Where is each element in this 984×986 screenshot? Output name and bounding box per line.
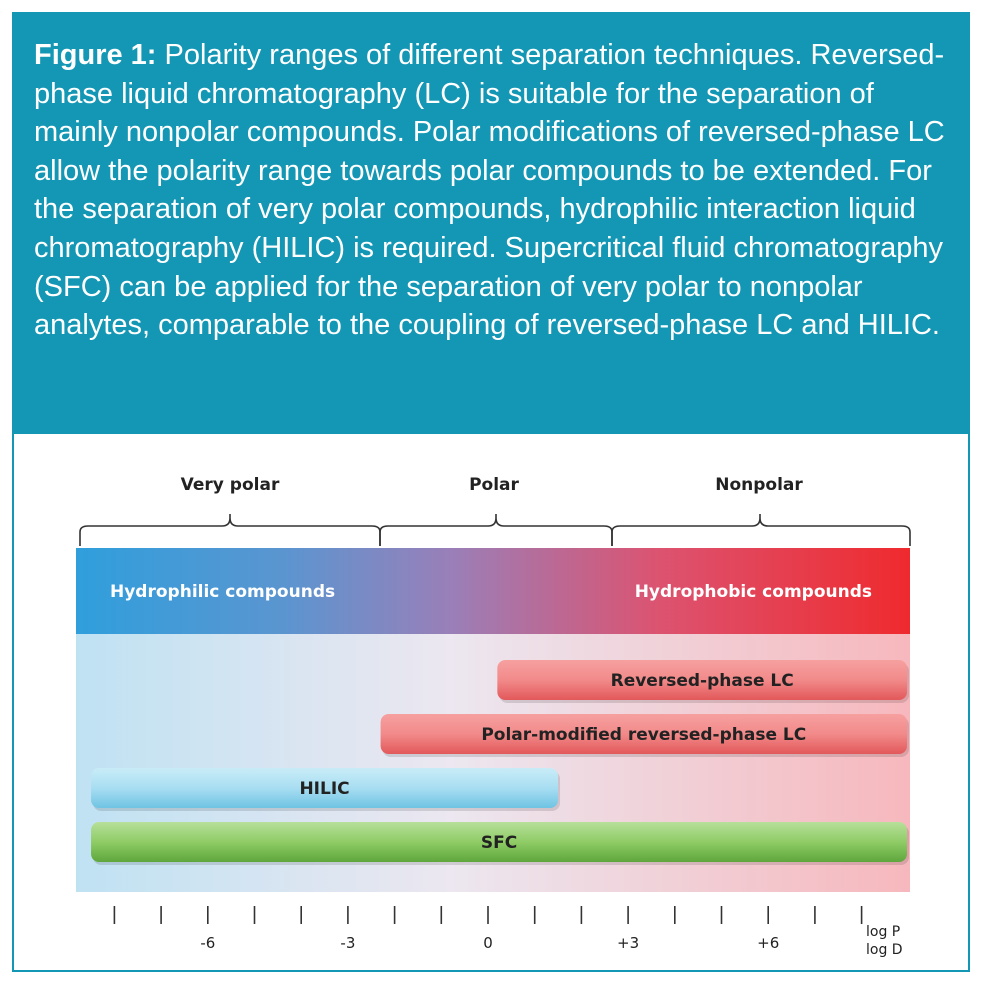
group-label-very-polar: Very polar [181,475,280,495]
technique-bar [497,660,907,700]
hydrophobic-label: Hydrophobic compounds [635,582,872,602]
axis-unit-log-p: log P [866,924,900,940]
axis-tick-label: -3 [340,934,355,952]
brace-polar [379,514,613,546]
figure-caption: Figure 1: Polarity ranges of different s… [14,14,968,434]
brace-very-polar [79,514,381,546]
axis-tick-label: -6 [200,934,215,952]
hydrophilic-label: Hydrophilic compounds [110,582,335,602]
axis-tick-label: 0 [483,934,493,952]
polarity-gradient-band [76,548,910,634]
polarity-diagram: Very polar Polar Nonpolar Hydrophilic co… [14,434,968,970]
group-label-polar: Polar [469,475,519,495]
diagram-svg: Very polar Polar Nonpolar Hydrophilic co… [76,475,911,958]
technique-bar [91,822,908,862]
technique-bar-label: Reversed-phase LC [611,671,794,691]
axis-unit-log-d: log D [866,942,903,958]
technique-bar-label: HILIC [299,779,349,799]
technique-bar-label: SFC [481,833,517,853]
figure-label: Figure 1: [34,39,157,71]
technique-bar-label: Polar-modified reversed-phase LC [481,725,806,745]
technique-bars: Reversed-phase LC Polar-modified reversed… [91,660,910,865]
technique-bar [91,768,559,808]
axis-tick-label: +3 [617,934,639,952]
axis-tick-label: +6 [757,934,779,952]
caption-text: Polarity ranges of different separation … [34,39,945,342]
brace-nonpolar [611,514,911,546]
technique-bar [380,714,908,754]
figure-frame: Figure 1: Polarity ranges of different s… [12,12,970,972]
group-label-nonpolar: Nonpolar [715,475,803,495]
axis-ticks: -6 -3 0 +3 +6 [113,906,863,952]
